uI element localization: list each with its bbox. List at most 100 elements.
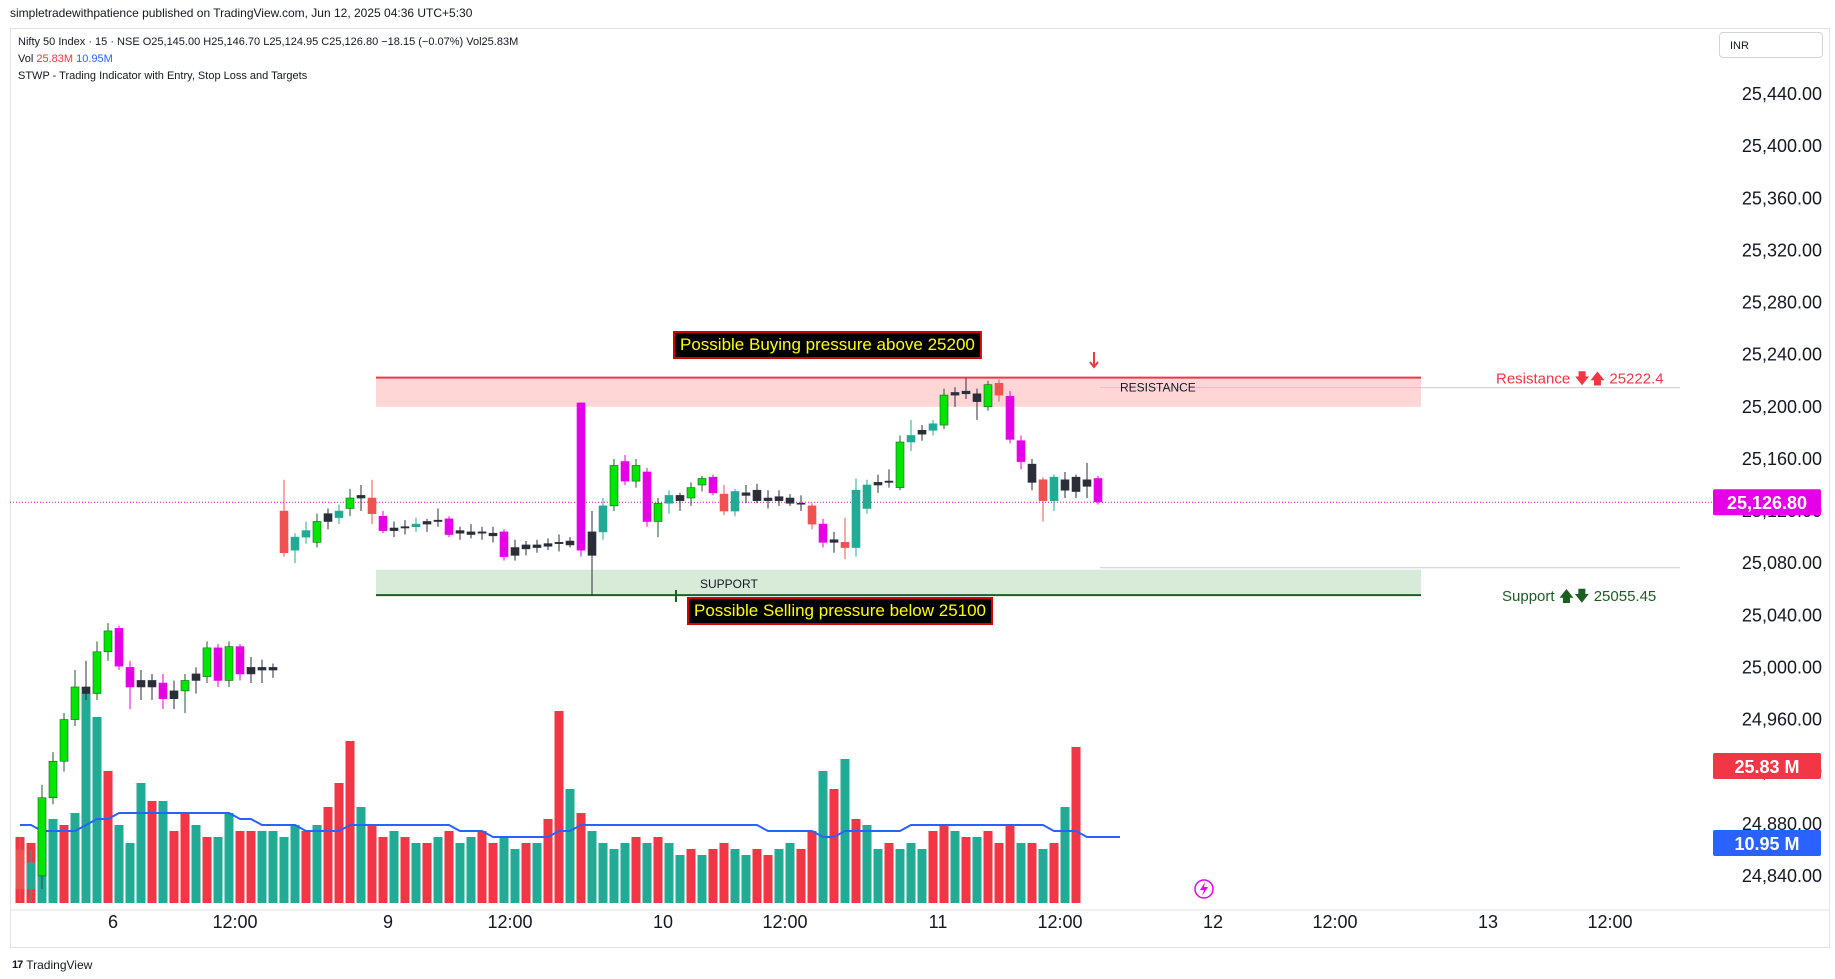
- volume-legend-line[interactable]: Vol 25.83M 10.95M: [18, 51, 518, 68]
- candle: [576, 402, 586, 557]
- candle: [290, 533, 300, 564]
- candle-body: [147, 680, 157, 688]
- candle-body: [180, 680, 190, 692]
- candle-body: [730, 491, 740, 512]
- last-price-tag-bg: [1713, 489, 1821, 516]
- volume-bar: [114, 825, 124, 903]
- volume-bar: [389, 831, 399, 903]
- volume-bar: [543, 819, 553, 903]
- candle-body: [389, 527, 399, 531]
- candle: [1005, 391, 1015, 444]
- volume-bar: [939, 825, 949, 903]
- volume-bar: [180, 813, 190, 903]
- candle-body: [301, 530, 311, 538]
- candle-body: [411, 523, 421, 527]
- volume-bar: [1060, 807, 1070, 903]
- volume-bar: [664, 843, 674, 903]
- volume-bar: [323, 807, 333, 903]
- volume-bar: [488, 843, 498, 903]
- candle: [1049, 474, 1059, 512]
- candle: [389, 521, 399, 538]
- volume-bar: [587, 831, 597, 903]
- candle-body: [565, 540, 575, 546]
- volume-bar: [400, 837, 410, 903]
- volume-bar: [103, 771, 113, 903]
- candle: [1016, 435, 1026, 470]
- candle-body: [499, 531, 509, 557]
- volume-bar: [59, 825, 69, 903]
- candle: [873, 474, 883, 493]
- buy-annotation-text: Possible Buying pressure above 25200: [680, 335, 975, 354]
- volume-bar: [807, 831, 817, 903]
- y-tick-label: 25,240.00: [1742, 345, 1822, 365]
- indicator-legend-line[interactable]: STWP - Trading Indicator with Entry, Sto…: [18, 70, 308, 82]
- volume-bar: [158, 801, 168, 903]
- volume-bar: [884, 843, 894, 903]
- buy-annotation: Possible Buying pressure above 25200: [673, 331, 982, 359]
- resistance-value-label: Resistance 🡇🡅 25222.4: [1496, 371, 1664, 388]
- candle: [631, 458, 641, 488]
- candle: [37, 784, 47, 889]
- y-tick-label: 25,280.00: [1742, 293, 1822, 313]
- candle-body: [48, 760, 58, 799]
- candle: [653, 498, 663, 538]
- candle-body: [70, 686, 80, 720]
- candle: [323, 508, 333, 530]
- volume-bar: [1027, 843, 1037, 903]
- volume-bar: [378, 837, 388, 903]
- candle-body: [59, 719, 69, 762]
- volume-bar: [752, 849, 762, 903]
- volume-bar: [774, 849, 784, 903]
- candle-body: [224, 646, 234, 681]
- volume-bar: [268, 831, 278, 903]
- candle-body: [653, 502, 663, 522]
- volume-bar: [796, 849, 806, 903]
- volume-bar: [598, 843, 608, 903]
- candle: [1038, 477, 1048, 522]
- candle: [554, 534, 564, 552]
- brand-name: TradingView: [26, 958, 93, 972]
- candle: [235, 643, 245, 681]
- chart-legend: Nifty 50 Index · 15 · NSE O25,145.00 H25…: [18, 34, 518, 85]
- candle-body: [158, 682, 168, 699]
- candle-body: [26, 862, 36, 890]
- volume-bar: [48, 819, 58, 903]
- volume-bar: [862, 825, 872, 903]
- candle-body: [345, 497, 355, 509]
- candle-body: [983, 384, 993, 408]
- candle-body: [246, 667, 256, 675]
- symbol-ohlc-line[interactable]: Nifty 50 Index · 15 · NSE O25,145.00 H25…: [18, 36, 519, 48]
- currency-selector[interactable]: INR: [1719, 32, 1823, 58]
- volume-ma-tag: 10.95 M: [1713, 830, 1821, 856]
- candle: [114, 625, 124, 671]
- volume-ma-tag-text: 10.95 M: [1734, 834, 1799, 854]
- volume-bar: [444, 831, 454, 903]
- candle-body: [895, 441, 905, 488]
- tradingview-footer[interactable]: 17 TradingView: [12, 958, 92, 972]
- buy-annotation-box: [673, 331, 982, 359]
- candle-body: [763, 497, 773, 501]
- candle-body: [433, 519, 443, 522]
- volume-tag-bg: [1713, 753, 1821, 779]
- volume-bar: [917, 849, 927, 903]
- sell-annotation: Possible Selling pressure below 25100: [687, 597, 994, 625]
- volume-bar: [367, 825, 377, 903]
- candle: [642, 468, 652, 527]
- volume-bar: [345, 741, 355, 903]
- candle-body: [994, 383, 1004, 396]
- volume-bar: [1071, 747, 1081, 903]
- candle: [59, 713, 69, 772]
- volume-bar: [257, 831, 267, 903]
- candle-body: [851, 489, 861, 548]
- candle: [917, 425, 927, 441]
- candle-body: [202, 647, 212, 677]
- support-zone-label: SUPPORT: [700, 577, 758, 591]
- resistance-zone-label: RESISTANCE: [1120, 381, 1196, 395]
- candle: [862, 479, 872, 514]
- candle-body: [466, 531, 476, 535]
- candle: [708, 474, 718, 496]
- candle: [301, 521, 311, 544]
- candle: [785, 494, 795, 506]
- candle-body: [807, 505, 817, 525]
